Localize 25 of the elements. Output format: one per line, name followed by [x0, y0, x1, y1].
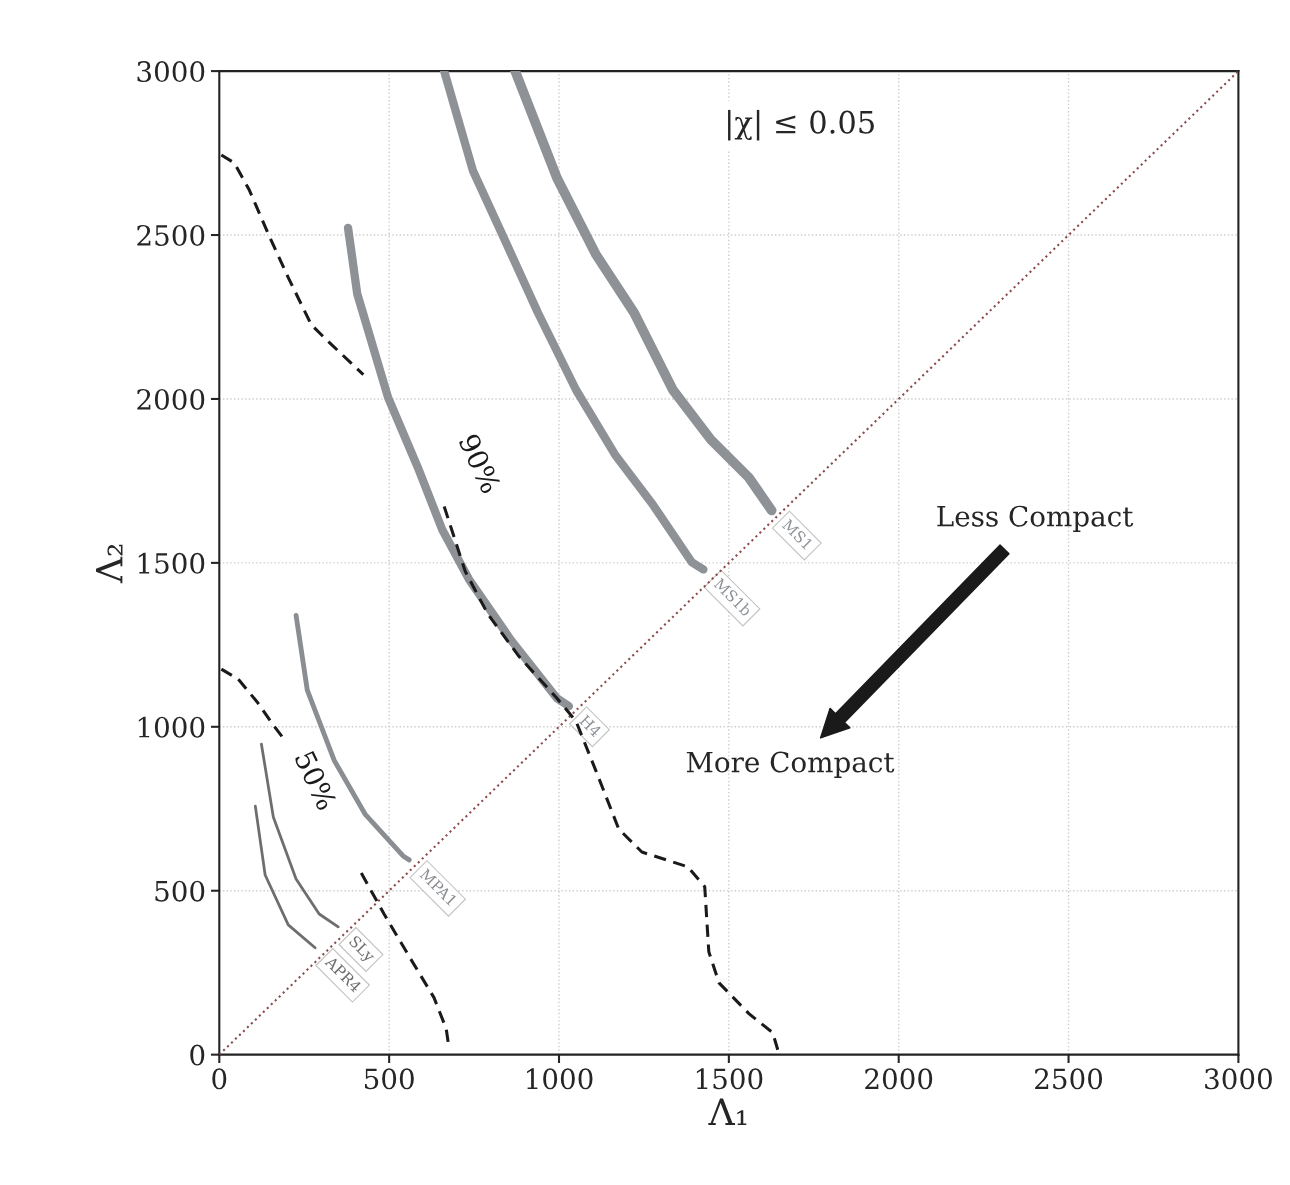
text: SLy: [346, 935, 377, 965]
line-series: [260, 742, 340, 929]
y-axis-title: Λ₂: [96, 544, 123, 584]
x-tick-label: 0: [212, 1068, 227, 1090]
x-tick-label: 1500: [696, 1068, 763, 1090]
y-tick-label: 1500: [138, 552, 205, 574]
text: 50%: [294, 749, 338, 812]
x-tick-label: 1000: [527, 1068, 593, 1090]
y-tick-label: 0: [190, 1044, 205, 1066]
x-axis-title: Λ₁: [708, 1098, 747, 1126]
text: H4: [578, 714, 603, 738]
y-tick-label: 500: [155, 880, 205, 902]
annotation: Less Compact: [937, 505, 1134, 533]
annotation: |χ| ≤ 0.05: [728, 109, 874, 141]
x-tick-label: 2000: [865, 1068, 933, 1090]
line-series: [293, 612, 412, 863]
y-tick-label: 2500: [137, 224, 205, 246]
x-tick-label: 3000: [1205, 1068, 1272, 1090]
x-tick-label: 500: [365, 1068, 414, 1090]
y-tick-label: 3000: [137, 61, 205, 83]
annotation: More Compact: [686, 751, 895, 778]
y-tick-label: 2000: [137, 388, 205, 410]
y-tick-label: 1000: [138, 716, 205, 738]
text: 90%: [458, 432, 502, 495]
x-tick-label: 2500: [1035, 1068, 1103, 1090]
